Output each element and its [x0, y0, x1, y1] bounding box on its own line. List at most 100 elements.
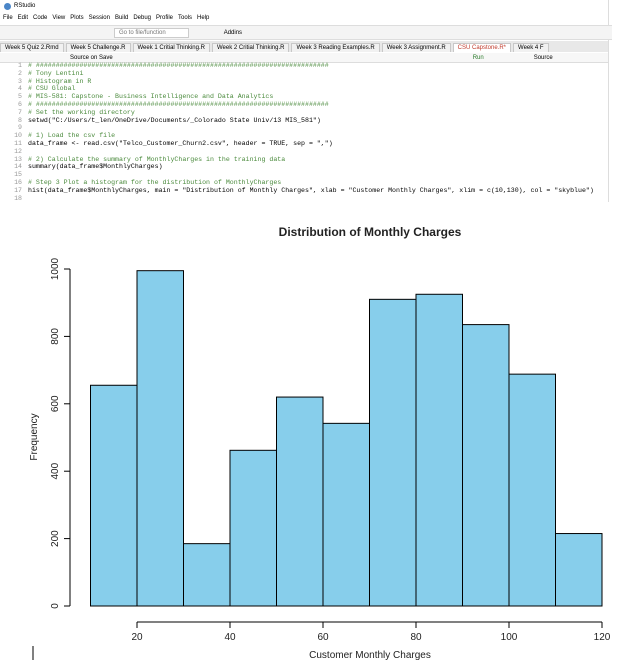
code-text: # Tony Lentini: [28, 69, 84, 77]
addins-button[interactable]: Addins: [223, 29, 243, 36]
histogram-bar: [555, 533, 603, 607]
code-line: 3 # Histogram in R: [0, 78, 608, 86]
y-axis-label: Frequency: [29, 413, 40, 460]
chart-title: Distribution of Monthly Charges: [279, 225, 462, 239]
line-number: 13: [14, 155, 22, 163]
code-line: 7 # Set the working directory: [0, 109, 608, 117]
histogram-bar: [90, 384, 138, 607]
code-line: 16 # Step 3 Plot a histogram for the dist…: [0, 179, 608, 187]
y-tick-label: 200: [50, 530, 61, 547]
logo: [4, 2, 11, 10]
x-tick-label: 60: [317, 632, 329, 643]
menu-item[interactable]: Profile: [156, 15, 174, 21]
line-number: 3: [18, 77, 22, 85]
code-line: 14 summary(data_frame$MonthlyCharges): [0, 163, 608, 171]
code-text: # ######################################…: [28, 100, 329, 108]
x-tick-label: 80: [410, 632, 422, 643]
code-line: 9: [0, 124, 608, 132]
line-number: 7: [18, 108, 22, 116]
menu-item[interactable]: Tools: [178, 15, 193, 21]
code-text: # CSU Global: [28, 85, 76, 93]
menu-item[interactable]: Debug: [133, 15, 151, 21]
code-line: 10 # 1) Load the csv file: [0, 132, 608, 140]
menu-item[interactable]: Edit: [17, 15, 29, 21]
run-button[interactable]: Run: [472, 54, 484, 61]
title-bar: RStudio: [0, 0, 608, 12]
code-line: 15: [0, 171, 608, 179]
line-number: 18: [14, 194, 22, 202]
menu-item[interactable]: Code: [33, 15, 48, 21]
line-number: 2: [18, 69, 22, 77]
editor-tab[interactable]: Week 3 Reading Examples.R: [291, 43, 380, 52]
code-text: # Step 3 Plot a histogram for the distri…: [28, 178, 282, 186]
line-number: 16: [14, 178, 22, 186]
editor-tab[interactable]: Week 4 F: [513, 43, 549, 52]
editor-tab[interactable]: Week 3 Assignment.R: [381, 43, 451, 52]
source-on-save[interactable]: Source on Save: [70, 54, 113, 61]
code-line: 18: [0, 195, 608, 203]
x-tick-label: 40: [224, 632, 236, 643]
histogram-bar: [136, 270, 184, 607]
x-axis-label: Customer Monthly Charges: [309, 650, 431, 661]
histogram-bar: [276, 396, 324, 607]
editor-tab[interactable]: Week 5 Challenge.R: [65, 43, 131, 52]
line-number: 11: [14, 139, 22, 147]
histogram-bar: [322, 422, 370, 607]
x-tick-label: 20: [131, 632, 143, 643]
x-tick-label: 120: [594, 632, 611, 643]
menu-item[interactable]: Session: [88, 15, 110, 21]
x-tick-label: 100: [501, 632, 518, 643]
editor-tab[interactable]: Week 5 Quiz 2.Rmd: [0, 43, 64, 52]
editor-tab[interactable]: Week 1 Critial Thinking.R: [132, 43, 210, 52]
code-text: # 2) Calculate the summary of MonthlyCha…: [28, 155, 286, 163]
histogram-bar: [415, 293, 463, 607]
code-text: # ######################################…: [28, 62, 329, 69]
line-number: 15: [14, 171, 22, 179]
code-text: # Set the working directory: [28, 108, 135, 116]
y-tick-label: 0: [50, 603, 61, 609]
menu-item[interactable]: Plots: [70, 15, 84, 21]
code-line: 4 # CSU Global: [0, 85, 608, 93]
editor-tab[interactable]: CSU Capstone.R*: [452, 43, 512, 52]
go-to-file[interactable]: Go to file/function: [114, 27, 189, 38]
histogram-bar: [183, 543, 231, 607]
code-text: hist(data_frame$MonthlyCharges, main = "…: [28, 186, 594, 194]
code-line: 12: [0, 148, 608, 156]
window-title: RStudio: [14, 3, 36, 9]
code-line: 13 # 2) Calculate the summary of MonthlyC…: [0, 156, 608, 164]
menu-item[interactable]: Help: [197, 15, 210, 21]
line-number: 10: [14, 132, 22, 140]
menu-item[interactable]: View: [52, 15, 66, 21]
code-line: 2 # Tony Lentini: [0, 70, 608, 78]
code-text: setwd("C:/Users/t_len/OneDrive/Documents…: [28, 116, 321, 124]
line-number: 17: [14, 186, 22, 194]
code-line: 6 # #####################################…: [0, 101, 608, 109]
editor-tab[interactable]: Week 2 Critial Thinking.R: [211, 43, 290, 52]
y-tick-label: 400: [50, 462, 61, 479]
code-text: summary(data_frame$MonthlyCharges): [28, 163, 163, 171]
code-editor: 1 # #####################################…: [0, 62, 608, 202]
code-text: # Histogram in R: [28, 77, 92, 85]
menu-item[interactable]: File: [3, 15, 13, 21]
line-number: 6: [18, 100, 22, 108]
code-line: 1 # #####################################…: [0, 62, 608, 70]
histogram-bar: [508, 373, 556, 607]
y-tick-label: 1000: [50, 257, 61, 280]
line-number: 4: [18, 85, 22, 93]
histogram-bar: [229, 449, 277, 607]
code-line: 17 hist(data_frame$MonthlyCharges, main =…: [0, 187, 608, 195]
code-text: # 1) Load the csv file: [28, 132, 116, 140]
code-line: 5 # MIS-581: Capstone - Business Intellig…: [0, 93, 608, 101]
rstudio-window: RStudio File Edit Code View Plots Session Buil…: [0, 0, 612, 202]
code-line: 11 data_frame <- read.csv("Telco_Customer…: [0, 140, 608, 148]
line-number: 12: [14, 147, 22, 155]
line-number: 8: [18, 116, 22, 124]
editor-toolbar: Source on Save Run Source: [0, 53, 608, 63]
line-number: 1: [18, 62, 22, 69]
y-tick-label: 800: [50, 328, 61, 345]
source-button[interactable]: Source: [533, 54, 553, 61]
menu-item[interactable]: Build: [114, 15, 129, 21]
tab-bar: Week 5 Quiz 2.Rmd Week 5 Challenge.R Week …: [0, 41, 608, 52]
menu-bar: File Edit Code View Plots Session Build Debug Pr…: [0, 13, 611, 23]
